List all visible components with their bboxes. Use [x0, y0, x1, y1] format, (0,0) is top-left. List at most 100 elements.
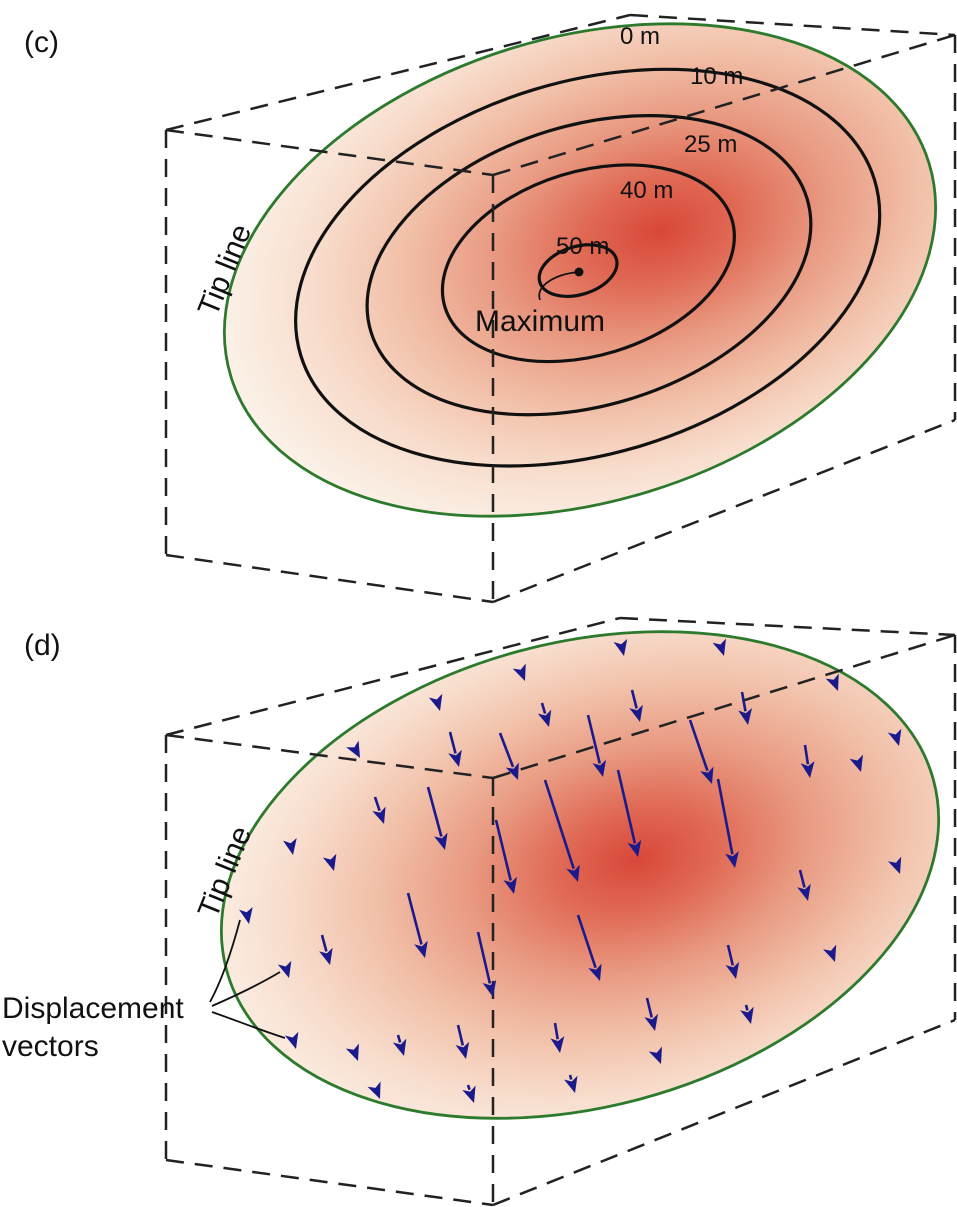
displacement-vector: [740, 1004, 754, 1024]
vector-arrowhead: [712, 638, 726, 656]
displacement-vector: [494, 819, 518, 894]
vector-arrowhead: [345, 1043, 359, 1061]
maximum-label: Maximum: [475, 305, 605, 338]
vector-arrowhead: [725, 961, 740, 979]
displacement-vector: [346, 740, 360, 758]
vector-shaft: [688, 719, 709, 772]
vector-arrowhead: [462, 1085, 476, 1103]
vector-arrowhead: [372, 806, 386, 824]
vector-arrowhead: [887, 728, 902, 746]
panel-d: (d) Tip line Displacement vectors: [2, 616, 957, 1207]
displacement-vector: [476, 931, 497, 997]
displacement-vector: [738, 691, 753, 725]
displacement-vector: [586, 714, 607, 777]
tip-line-ellipse-d: [220, 630, 940, 1120]
vector-arrowhead: [238, 906, 253, 924]
vector-arrowhead: [434, 832, 448, 850]
vector-shaft: [645, 997, 653, 1018]
displacement-vector: [426, 786, 448, 850]
displacement-vector: [800, 744, 815, 778]
vector-arrowhead: [537, 709, 552, 727]
vector-arrowhead: [797, 883, 811, 901]
vector-shaft: [494, 819, 512, 881]
vector-shaft: [448, 731, 457, 754]
vector-shaft: [803, 744, 810, 765]
vector-arrowhead: [644, 1013, 659, 1031]
vector-arrowhead: [825, 673, 839, 691]
displacement-vector: [282, 837, 297, 855]
vector-arrowhead: [700, 766, 714, 784]
vector-arrowhead: [448, 749, 462, 767]
displacement-vector: [576, 914, 602, 981]
vector-arrowhead: [392, 1038, 407, 1056]
displacement-label-line2: vectors: [2, 1030, 99, 1063]
panel-d-box-front: [164, 633, 956, 1207]
vector-shaft: [543, 779, 575, 870]
vector-arrowhead: [277, 960, 292, 978]
vector-arrowhead: [512, 663, 526, 681]
panel-c-box-back: [165, 13, 957, 420]
displacement-vector: [367, 1081, 381, 1099]
displacement-vector: [849, 754, 863, 772]
displacement-vector: [629, 689, 643, 722]
vector-arrowhead: [588, 963, 602, 981]
displacement-vector: [712, 638, 726, 656]
vector-shaft: [798, 869, 806, 888]
vector-arrowhead: [367, 1081, 381, 1099]
vector-arrowhead: [613, 638, 628, 656]
vector-arrowhead: [346, 740, 360, 758]
displacement-vector: [644, 997, 659, 1031]
contour-label-0m: 0 m: [620, 23, 660, 50]
displacement-vector: [613, 638, 628, 656]
displacement-vector: [888, 856, 902, 874]
vector-shaft: [576, 914, 597, 969]
contour-10m: [294, 67, 882, 468]
vector-shaft: [498, 732, 515, 768]
slip-surface: [224, 23, 936, 517]
vector-shaft: [396, 1034, 402, 1043]
vector-arrowhead: [505, 762, 519, 780]
vector-arrowhead: [740, 1006, 754, 1024]
leader-vector-2: [211, 971, 281, 1007]
vector-arrowhead: [800, 761, 815, 778]
contour-50m: [537, 243, 619, 298]
contour-label-40m: 40 m: [620, 177, 673, 204]
displacement-vector: [688, 719, 714, 784]
panel-d-label: (d): [24, 629, 61, 662]
vector-arrowhead: [428, 693, 443, 711]
displacement-vector: [550, 1022, 565, 1053]
displacement-vector: [322, 853, 337, 871]
vector-arrowhead: [566, 864, 580, 882]
vector-shaft: [476, 931, 492, 984]
vector-arrowhead: [282, 837, 297, 855]
displacement-vector: [537, 702, 552, 727]
contour-label-10m: 10 m: [690, 63, 743, 90]
displacement-label-line1: Displacement: [2, 992, 184, 1025]
displacement-vector: [448, 731, 462, 767]
vector-shaft: [744, 1004, 749, 1011]
panel-d-box-back: [165, 616, 957, 1020]
displacement-vector: [716, 778, 739, 868]
displacement-vector: [498, 732, 519, 780]
vector-arrowhead: [648, 1046, 662, 1064]
panel-c: (c) 0 m 10 m 25 m 40 m: [24, 13, 957, 604]
displacement-vector: [543, 779, 580, 882]
panel-c-fault-plane: [223, 22, 937, 518]
displacement-vector: [428, 693, 443, 711]
displacement-vector: [372, 796, 386, 824]
vector-shaft: [320, 934, 328, 952]
vector-shaft: [553, 1022, 559, 1040]
vector-shaft: [740, 691, 747, 712]
displacement-vector: [648, 1046, 662, 1064]
displacement-vector: [462, 1084, 476, 1103]
vector-arrowhead: [888, 856, 902, 874]
panel-d-fault-plane: [220, 630, 940, 1120]
leader-vector-1: [209, 919, 241, 1003]
tip-line-ellipse: [223, 22, 937, 518]
vector-arrowhead: [284, 1031, 299, 1049]
vector-arrowhead: [629, 704, 643, 722]
vector-arrowhead: [550, 1036, 565, 1053]
vector-shaft: [540, 702, 547, 714]
vector-shaft: [726, 944, 735, 966]
